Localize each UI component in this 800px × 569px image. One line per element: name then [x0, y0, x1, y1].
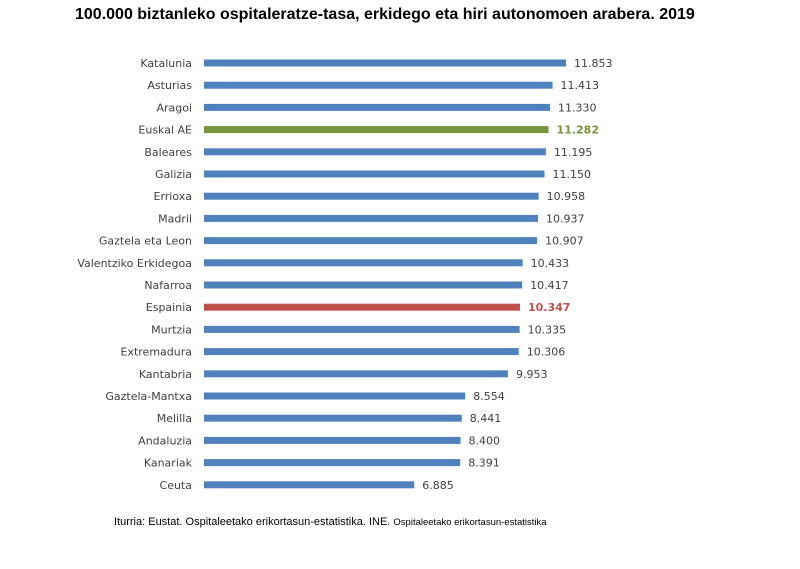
- category-label-madril: Madril: [158, 212, 192, 225]
- value-label-kanariak: 8.391: [468, 457, 500, 470]
- category-label-valentziko-erkidegoa: Valentziko Erkidegoa: [77, 257, 192, 270]
- category-label-andaluzia: Andaluzia: [138, 434, 192, 447]
- category-label-gaztela-eta-leon: Gaztela eta Leon: [99, 235, 192, 248]
- value-label-gaztela-eta-leon: 10.907: [545, 235, 584, 248]
- category-label-errioxa: Errioxa: [154, 190, 193, 203]
- bar-extremadura: [204, 348, 519, 356]
- category-label-euskal-ae: Euskal AE: [138, 124, 192, 137]
- bar-nafarroa: [204, 281, 523, 289]
- category-label-katalunia: Katalunia: [140, 57, 192, 70]
- value-label-nafarroa: 10.417: [530, 279, 569, 292]
- bar-baleares: [204, 148, 546, 156]
- bar-murtzia: [204, 325, 520, 333]
- category-label-gaztela-mantxa: Gaztela-Mantxa: [105, 390, 192, 403]
- bar-euskal-ae: [204, 126, 549, 134]
- category-label-ceuta: Ceuta: [160, 479, 192, 492]
- bar-aragoi: [204, 103, 551, 111]
- category-label-espainia: Espainia: [146, 301, 192, 314]
- value-label-katalunia: 11.853: [574, 57, 613, 70]
- category-label-baleares: Baleares: [144, 146, 192, 159]
- value-label-espainia: 10.347: [528, 301, 570, 314]
- bar-galizia: [204, 170, 545, 178]
- value-label-ceuta: 6.885: [422, 479, 454, 492]
- bar-espainia: [204, 303, 521, 311]
- bar-kantabria: [204, 370, 508, 378]
- value-label-errioxa: 10.958: [547, 190, 586, 203]
- bar-andaluzia: [204, 436, 461, 444]
- category-label-nafarroa: Nafarroa: [144, 279, 192, 292]
- bar-errioxa: [204, 192, 539, 200]
- bar-gaztela-eta-leon: [204, 237, 538, 245]
- category-label-kanariak: Kanariak: [144, 457, 193, 470]
- category-label-kantabria: Kantabria: [139, 368, 192, 381]
- value-label-aragoi: 11.330: [558, 101, 597, 114]
- category-label-galizia: Galizia: [155, 168, 192, 181]
- value-label-andaluzia: 8.400: [469, 434, 501, 447]
- value-label-melilla: 8.441: [470, 412, 502, 425]
- value-label-baleares: 11.195: [554, 146, 593, 159]
- bar-ceuta: [204, 481, 415, 489]
- bar-kanariak: [204, 459, 461, 467]
- bar-gaztela-mantxa: [204, 392, 466, 400]
- source-main: Iturria: Eustat. Ospitaleetako erikortas…: [114, 516, 391, 528]
- chart-title: 100.000 biztanleko ospitaleratze-tasa, e…: [75, 6, 695, 23]
- value-label-galizia: 11.150: [553, 168, 592, 181]
- value-label-euskal-ae: 11.282: [557, 124, 599, 137]
- source-secondary: Ospitaleetako erikortasun-estatistika: [393, 517, 547, 528]
- value-label-murtzia: 10.335: [528, 323, 567, 336]
- category-label-melilla: Melilla: [157, 412, 192, 425]
- value-label-madril: 10.937: [546, 212, 585, 225]
- category-label-aragoi: Aragoi: [156, 101, 192, 114]
- value-label-asturias: 11.413: [561, 79, 600, 92]
- source-note: Iturria: Eustat. Ospitaleetako erikortas…: [114, 516, 547, 528]
- bar-madril: [204, 214, 539, 222]
- bar-melilla: [204, 414, 462, 422]
- value-label-extremadura: 10.306: [527, 346, 566, 359]
- bar-valentziko-erkidegoa: [204, 259, 523, 267]
- bar-asturias: [204, 81, 553, 89]
- bar-katalunia: [204, 59, 566, 67]
- value-label-kantabria: 9.953: [516, 368, 548, 381]
- category-label-asturias: Asturias: [147, 79, 192, 92]
- category-label-murtzia: Murtzia: [151, 323, 192, 336]
- category-label-extremadura: Extremadura: [121, 346, 193, 359]
- value-label-valentziko-erkidegoa: 10.433: [531, 257, 570, 270]
- value-label-gaztela-mantxa: 8.554: [473, 390, 505, 403]
